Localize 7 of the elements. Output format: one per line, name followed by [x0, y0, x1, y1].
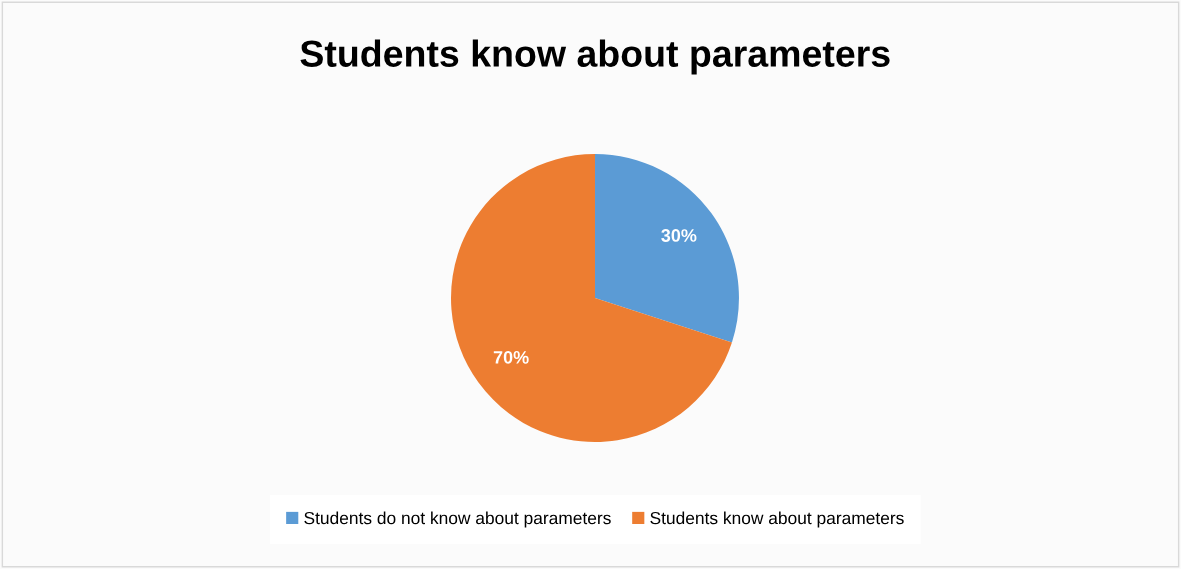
legend-label: Students know about parameters	[650, 511, 904, 528]
chart-title: Students know about parameters	[300, 39, 890, 75]
legend-label: Students do not know about parameters	[304, 511, 611, 528]
data-label: 30%	[661, 229, 697, 242]
pie-slice	[451, 153, 732, 442]
pie-slice	[594, 153, 739, 343]
data-label: 70%	[493, 350, 529, 364]
